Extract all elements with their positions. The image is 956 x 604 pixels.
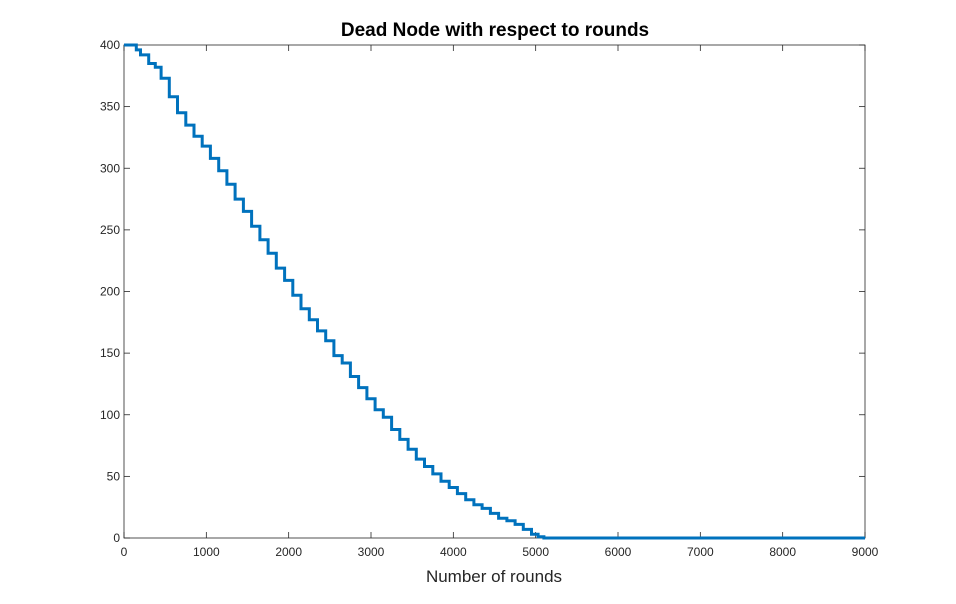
y-tick-label: 250 [100,223,120,237]
y-tick-label: 200 [100,285,120,299]
y-tick-label: 50 [107,469,121,483]
y-axis: 0 50 100 150 200 250 300 350 400 [100,38,865,545]
x-tick-label: 1000 [193,545,220,559]
y-tick-label: 350 [100,100,120,114]
series-line [124,43,865,540]
x-axis: 0 1000 2000 3000 4000 5000 6000 7000 8000 9000 [121,45,879,559]
plot-area: 0 50 100 150 200 250 300 350 400 0 1000 2000 3000 40… [100,38,879,559]
axes-box [123,44,866,539]
y-tick-label: 100 [100,408,120,422]
x-tick-label: 3000 [358,545,385,559]
x-tick-label: 9000 [852,545,879,559]
x-tick-label: 7000 [687,545,714,559]
x-tick-label: 8000 [769,545,796,559]
chart-title: Dead Node with respect to rounds [341,20,649,41]
y-tick-label: 150 [100,346,120,360]
x-axis-label: Number of rounds [426,567,562,586]
x-tick-label: 5000 [522,545,549,559]
y-tick-label: 300 [100,161,120,175]
x-tick-label: 2000 [275,545,302,559]
x-tick-label: 6000 [605,545,632,559]
x-tick-label: 4000 [440,545,467,559]
y-tick-label: 400 [100,38,120,52]
y-tick-label: 0 [113,531,120,545]
x-tick-label: 0 [121,545,128,559]
